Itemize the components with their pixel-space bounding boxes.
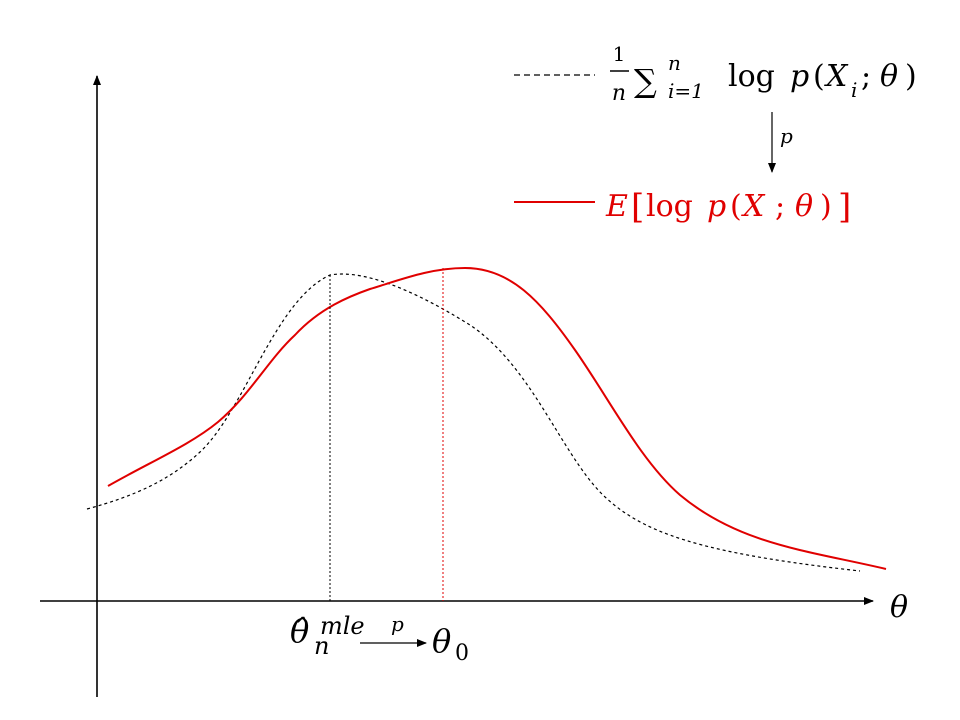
legend-empirical-theta: θ xyxy=(880,59,898,94)
legend-empirical-open: ( xyxy=(813,59,825,94)
legend-expected-close-bracket: ] xyxy=(838,187,851,227)
mle-hat: θ̂ xyxy=(290,612,309,650)
legend-empirical-sum: ∑ xyxy=(634,62,657,100)
legend-expected-p: p xyxy=(707,189,726,224)
legend-expected-X: X xyxy=(741,189,766,224)
legend-expected-semi: ; xyxy=(775,189,785,224)
legend-expected-close: ) xyxy=(820,189,832,224)
legend-expected-E: E xyxy=(605,189,628,224)
mle-sub: n xyxy=(314,632,329,660)
legend-empirical-frac-den: n xyxy=(612,81,626,106)
legend-empirical-frac-num: 1 xyxy=(613,42,626,66)
mle-sup: mle xyxy=(320,612,365,640)
x-axis-label: θ xyxy=(890,590,908,625)
legend-empirical-close: ) xyxy=(905,59,917,94)
mle-arrow-label: p xyxy=(391,612,404,636)
empirical-log-likelihood-curve xyxy=(86,273,861,572)
legend-expected-label: E [ log p ( X ; θ ) ] xyxy=(605,187,851,227)
legend-expected-open-bracket: [ xyxy=(631,187,644,227)
legend-empirical-log: log xyxy=(728,59,775,94)
theta0-base: θ xyxy=(432,622,451,660)
legend-empirical-X: X xyxy=(824,59,849,94)
legend-empirical-sum-lower: i=1 xyxy=(668,79,704,103)
convergence-label: p xyxy=(780,124,793,148)
legend-empirical-p: p xyxy=(790,59,809,94)
legend-empirical-sub: i xyxy=(851,78,857,102)
legend-expected-open: ( xyxy=(730,189,742,224)
legend-expected-log: log xyxy=(646,189,693,224)
theta0-sub: 0 xyxy=(455,641,469,666)
legend-empirical-semi: ; xyxy=(861,59,871,94)
legend-expected-theta: θ xyxy=(795,189,813,224)
expected-log-likelihood-curve xyxy=(107,266,887,570)
legend-empirical-sum-upper: n xyxy=(668,51,681,75)
